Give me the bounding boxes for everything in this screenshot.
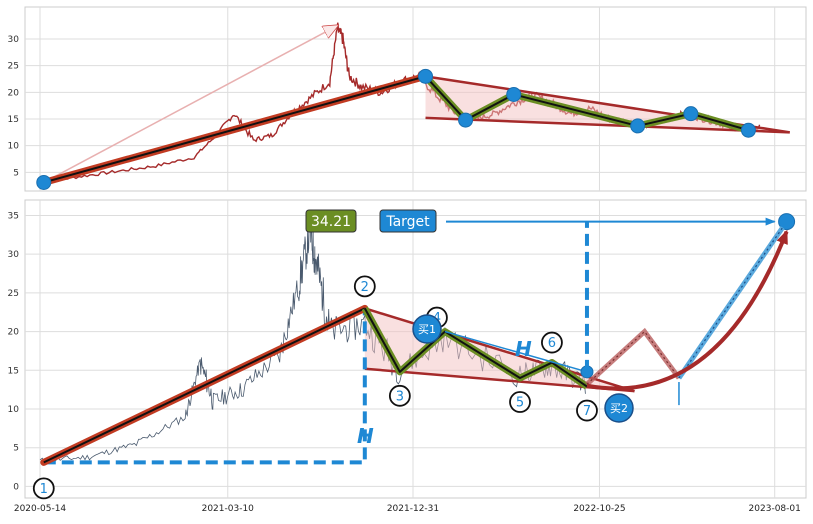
top-y-tick-label: 30 bbox=[8, 35, 20, 45]
point-number-circle bbox=[509, 391, 531, 413]
bottom-x-tick-label: 2021-12-31 bbox=[387, 504, 439, 514]
bottom-labels: 34.21 Target H H 买1 买2 bbox=[305, 209, 634, 448]
bottom-y-tick-label: 10 bbox=[8, 405, 20, 415]
bottom-y-tick-label: 20 bbox=[8, 328, 20, 338]
top-y-tick-label: 5 bbox=[13, 168, 19, 178]
bottom-x-tick-label: 2022-10-25 bbox=[573, 504, 625, 514]
top-panel: 5 10 15 20 25 30 bbox=[8, 6, 807, 192]
bottom-trend-core bbox=[43, 307, 366, 464]
bottom-x-ticks: 2020-05-14 2021-03-10 2021-12-31 2022-10-25… bbox=[14, 504, 801, 514]
bottom-y-tick-label: 35 bbox=[8, 211, 19, 221]
point-number-label: 7 bbox=[583, 404, 591, 419]
buy2-label: 买2 bbox=[610, 402, 628, 415]
bottom-y-tick-label: 5 bbox=[13, 444, 19, 454]
buy1-marker bbox=[412, 314, 442, 344]
height-dashed-left bbox=[43, 308, 367, 465]
point-number-circle bbox=[32, 477, 55, 500]
top-pattern-point bbox=[418, 68, 434, 84]
top-y-tick-label: 25 bbox=[8, 62, 19, 72]
projected-curve-arrow bbox=[586, 229, 789, 391]
point-number-circle bbox=[388, 384, 411, 407]
top-y-tick-label: 15 bbox=[8, 115, 19, 125]
top-plot-area bbox=[24, 6, 807, 192]
height-mark-left: H bbox=[357, 424, 374, 448]
top-pattern-point bbox=[36, 174, 52, 190]
height-mark-right: H bbox=[515, 337, 532, 361]
top-pattern-point bbox=[740, 122, 756, 138]
bottom-y-tick-label: 15 bbox=[8, 366, 19, 376]
point-number-label: 5 bbox=[516, 396, 524, 411]
target-box bbox=[379, 209, 437, 233]
top-y-tick-label: 10 bbox=[8, 142, 20, 152]
top-grid bbox=[25, 7, 806, 191]
bottom-y-ticks: 0 5 10 15 20 25 30 35 bbox=[8, 211, 20, 492]
bottom-x-tick-label: 2021-03-10 bbox=[202, 504, 255, 514]
buy2-marker bbox=[604, 393, 634, 423]
price-box-label: 34.21 bbox=[311, 214, 351, 230]
bottom-y-tick-label: 0 bbox=[13, 482, 19, 492]
top-pattern-point bbox=[506, 86, 522, 102]
projected-rise-dots bbox=[678, 227, 784, 379]
point-number-circle bbox=[541, 331, 563, 354]
top-wedge-lower bbox=[425, 116, 790, 134]
bottom-x-tick-label: 2023-08-01 bbox=[749, 504, 801, 514]
top-y-tick-label: 20 bbox=[8, 88, 20, 98]
price-box bbox=[305, 209, 357, 233]
point-number-label: 6 bbox=[548, 336, 556, 351]
projected-zig-dots bbox=[586, 330, 680, 385]
bottom-y-tick-label: 30 bbox=[8, 250, 20, 260]
bottom-zigzag-core bbox=[363, 307, 588, 388]
target-point bbox=[778, 213, 796, 231]
point-number-label: 2 bbox=[361, 280, 369, 295]
bottom-overlay: 1234567 bbox=[32, 213, 796, 500]
point-number-circle bbox=[576, 399, 598, 422]
bottom-x-tick-label: 2020-05-14 bbox=[14, 504, 67, 514]
top-pattern-point bbox=[458, 112, 474, 128]
target-box-label: Target bbox=[385, 214, 430, 230]
bottom-y-tick-label: 25 bbox=[8, 289, 19, 299]
point-number-label: 1 bbox=[40, 482, 48, 497]
point-number-label: 3 bbox=[396, 389, 404, 404]
top-trend-core bbox=[43, 75, 426, 184]
breakout-guide bbox=[444, 330, 588, 373]
buy1-label: 买1 bbox=[418, 323, 436, 336]
top-pattern-point bbox=[630, 118, 646, 134]
top-overlay bbox=[36, 26, 756, 190]
top-projection-arrow bbox=[43, 26, 338, 184]
top-zigzag-core bbox=[424, 75, 749, 132]
point-number-circle bbox=[353, 275, 376, 298]
top-y-ticks: 5 10 15 20 25 30 bbox=[8, 35, 20, 178]
top-pattern-point bbox=[683, 106, 699, 122]
